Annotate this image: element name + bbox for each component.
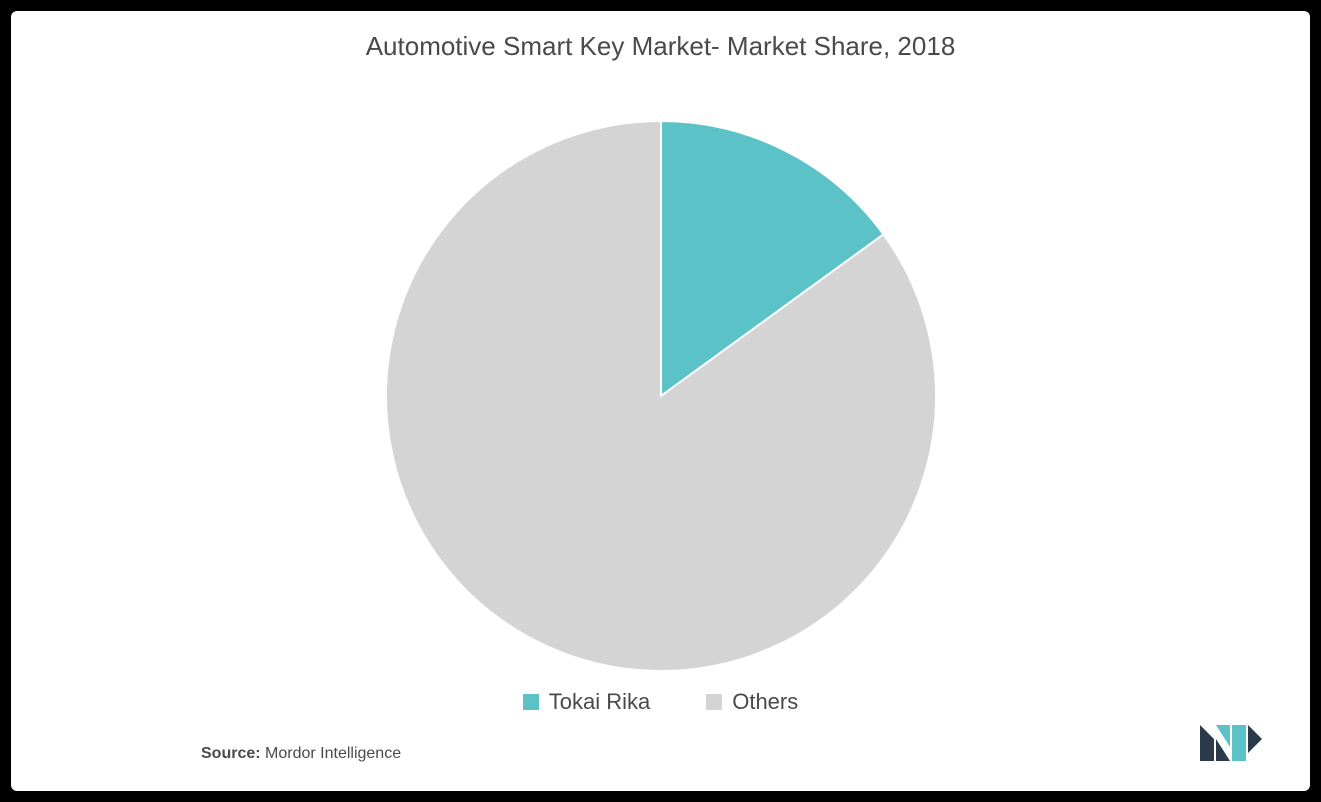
pie-svg: [361, 96, 961, 696]
chart-card: Automotive Smart Key Market- Market Shar…: [11, 11, 1310, 791]
source-text: Mordor Intelligence: [265, 745, 401, 762]
legend-swatch: [706, 694, 722, 710]
legend-label: Others: [732, 689, 798, 714]
legend-swatch: [523, 694, 539, 710]
source-label: Source:: [201, 745, 261, 762]
legend-item: Tokai Rika: [523, 689, 650, 715]
legend-label: Tokai Rika: [549, 689, 650, 714]
legend: Tokai Rika Others: [11, 689, 1310, 715]
brand-logo: [1196, 723, 1266, 763]
pie-chart: [11, 96, 1310, 701]
source-attribution: Source: Mordor Intelligence: [201, 745, 401, 763]
legend-item: Others: [706, 689, 798, 715]
chart-title: Automotive Smart Key Market- Market Shar…: [11, 31, 1310, 62]
